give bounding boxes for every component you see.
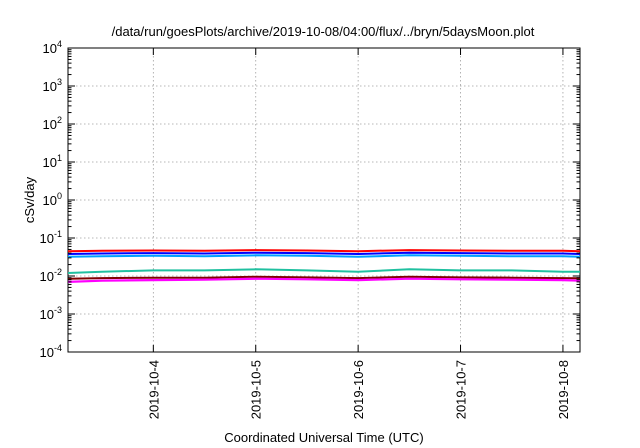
series-line-1: [67, 249, 581, 253]
x-axis-label: Coordinated Universal Time (UTC): [224, 430, 423, 445]
x-tick-label: 2019-10-8: [556, 360, 571, 419]
x-tick-label: 2019-10-5: [249, 360, 264, 419]
y-tick-label: 103: [43, 77, 62, 94]
y-tick-label: 10-1: [40, 229, 62, 246]
x-tick-label: 2019-10-7: [454, 360, 469, 419]
series-line-2: [67, 251, 581, 255]
y-tick-label: 102: [43, 115, 62, 132]
y-tick-label: 10-3: [40, 305, 62, 322]
y-tick-label: 104: [43, 39, 62, 56]
grid: [68, 48, 580, 352]
series-line-5: [67, 275, 581, 280]
series-line-4: [67, 268, 580, 274]
x-axis: 2019-10-4 2019-10-5 2019-10-6 2019-10-7 2019…: [146, 48, 571, 419]
y-tick-label: 100: [43, 191, 62, 208]
y-axis-label: cSv/day: [22, 176, 37, 223]
y-tick-label: 10-4: [40, 343, 62, 360]
x-tick-label: 2019-10-4: [146, 360, 161, 419]
y-axis: 10-4 10-3 10-2 10-1 100 101 102 103 104: [40, 39, 580, 360]
chart-title: /data/run/goesPlots/archive/2019-10-08/0…: [112, 24, 535, 39]
x-tick-label: 2019-10-6: [351, 360, 366, 419]
series-line-3: [67, 254, 581, 258]
series-layer: [67, 249, 581, 283]
y-tick-label: 10-2: [40, 267, 62, 284]
series-line-6: [67, 277, 581, 283]
y-tick-label: 101: [43, 153, 62, 170]
